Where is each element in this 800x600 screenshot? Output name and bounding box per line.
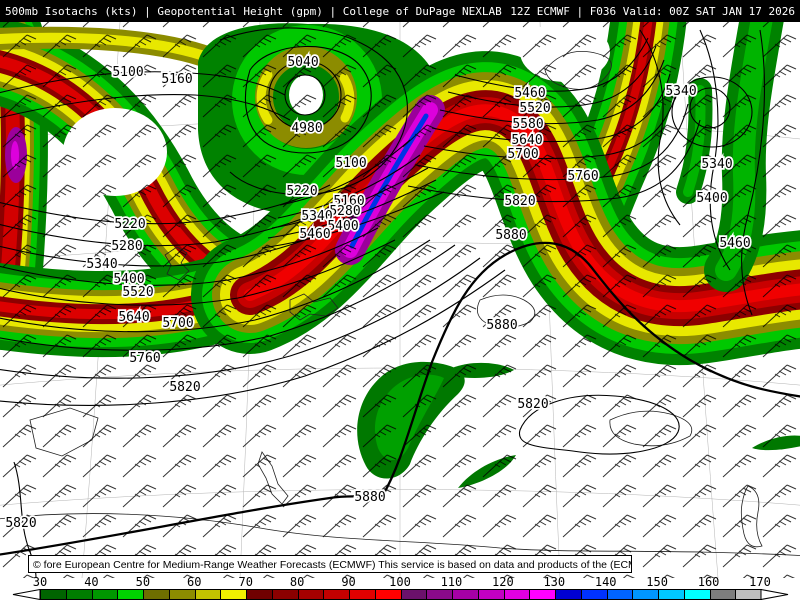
attribution-box: © fore European Centre for Medium-Range … <box>28 555 632 573</box>
contour-label-5340: 5340 <box>665 84 696 99</box>
colorbar-segment-140 <box>607 590 634 599</box>
contour-label-5340: 5340 <box>86 257 117 272</box>
colorbar-segment-75 <box>272 590 299 599</box>
height-contours <box>0 27 765 578</box>
colorbar-segment-70 <box>247 590 273 599</box>
contour-label-5460: 5460 <box>514 86 545 101</box>
colorbar-segment-35 <box>66 590 93 599</box>
colorbar-segment-145 <box>633 590 659 599</box>
contour-label-5820: 5820 <box>517 397 548 412</box>
contour-label-5400: 5400 <box>327 219 358 234</box>
colorbar-segment-65 <box>221 590 247 599</box>
contour-label-5220: 5220 <box>286 184 317 199</box>
contour-label-5220: 5220 <box>114 217 145 232</box>
colorbar-segment-100 <box>401 590 428 599</box>
contour-label-5100: 5100 <box>335 156 366 171</box>
contour-label-5280: 5280 <box>111 239 142 254</box>
attribution-text: © fore European Centre for Medium-Range … <box>33 559 632 571</box>
colorbar-tick-70: 70 <box>238 575 253 589</box>
contour-label-5640: 5640 <box>511 133 542 148</box>
colorbar-right-arrow <box>760 589 789 600</box>
colorbar-segment-115 <box>478 590 505 599</box>
contour-label-5820: 5820 <box>5 516 36 531</box>
colorbar-segments <box>40 589 762 600</box>
colorbar-segment-45 <box>118 590 144 599</box>
contour-label-5460: 5460 <box>299 227 330 242</box>
colorbar-segment-125 <box>530 590 556 599</box>
colorbar-segment-40 <box>92 590 119 599</box>
colorbar-segment-105 <box>427 590 453 599</box>
contour-label-5640: 5640 <box>118 310 149 325</box>
colorbar-segment-50 <box>144 590 170 599</box>
colorbar-segment-150 <box>659 590 685 599</box>
colorbar-segment-95 <box>375 590 402 599</box>
colorbar-segment-160 <box>710 590 737 599</box>
contour-label-5160: 5160 <box>333 194 364 209</box>
contour-label-5820: 5820 <box>504 194 535 209</box>
colorbar-tick-170: 170 <box>749 575 771 589</box>
title-right: 12Z ECMWF | F036 Valid: 00Z SAT JAN 17 2… <box>510 4 795 18</box>
colorbar-tick-40: 40 <box>84 575 99 589</box>
colorbar-tick-150: 150 <box>646 575 668 589</box>
colorbar-segment-30 <box>41 590 67 599</box>
colorbar-segment-165 <box>736 590 761 599</box>
colorbar-tick-90: 90 <box>341 575 356 589</box>
title-bar: 500mb Isotachs (kts) | Geopotential Heig… <box>0 0 800 22</box>
colorbar-tick-30: 30 <box>32 575 48 589</box>
contour-label-5100: 5100 <box>112 65 143 80</box>
contour-label-5760: 5760 <box>129 351 160 366</box>
contour-label-5880: 5880 <box>486 318 517 333</box>
colorbar-segment-90 <box>350 590 376 599</box>
colorbar-left-arrow <box>12 589 41 600</box>
colorbar-tick-140: 140 <box>594 575 617 589</box>
contour-label-5040: 5040 <box>287 55 318 70</box>
contour-label-4980: 4980 <box>291 121 322 136</box>
title-left: 500mb Isotachs (kts) | Geopotential Heig… <box>5 4 502 18</box>
colorbar-tick-120: 120 <box>492 575 514 589</box>
contour-label-5820: 5820 <box>169 380 200 395</box>
contour-label-5520: 5520 <box>122 285 153 300</box>
contour-label-5760: 5760 <box>567 169 598 184</box>
contour-label-5520: 5520 <box>519 101 550 116</box>
colorbar-segment-80 <box>298 590 325 599</box>
contour-label-5700: 5700 <box>162 316 193 331</box>
colorbar-segment-155 <box>684 590 711 599</box>
height-contour-5880-thick <box>0 241 800 556</box>
contour-label-5340: 5340 <box>701 157 732 172</box>
colorbar-segment-55 <box>169 590 196 599</box>
colorbar-segment-130 <box>556 590 582 599</box>
colorbar-tick-160: 160 <box>697 575 720 589</box>
wind-barbs-texture <box>0 22 800 578</box>
contour-label-5400: 5400 <box>113 272 144 287</box>
colorbar-tick-row: 30 40 50 60 70 80 90 100 110 120 130 140 150 160 170 <box>0 575 800 589</box>
contour-label-5580: 5580 <box>512 117 543 132</box>
colorbar-segment-110 <box>453 590 479 599</box>
contour-label-5340: 5340 <box>301 209 332 224</box>
colorbar-tick-100: 100 <box>389 575 411 589</box>
colorbar-segment-60 <box>195 590 222 599</box>
contour-label-5880: 5880 <box>354 490 385 505</box>
colorbar-segment-135 <box>581 590 608 599</box>
colorbar-tick-130: 130 <box>543 575 566 589</box>
contour-label-5160: 5160 <box>161 72 192 87</box>
colorbar-tick-110: 110 <box>440 575 463 589</box>
colorbar-segment-85 <box>324 590 350 599</box>
contour-label-5880: 5880 <box>495 228 526 243</box>
colorbar-tick-80: 80 <box>289 575 305 589</box>
contour-label-5700: 5700 <box>507 147 538 162</box>
contour-label-5400: 5400 <box>696 191 727 206</box>
contour-label-5280: 5280 <box>329 204 360 219</box>
contour-label-5460: 5460 <box>719 236 750 251</box>
colorbar-segment-120 <box>504 590 531 599</box>
colorbar-tick-60: 60 <box>187 575 202 589</box>
colorbar-tick-50: 50 <box>135 575 151 589</box>
